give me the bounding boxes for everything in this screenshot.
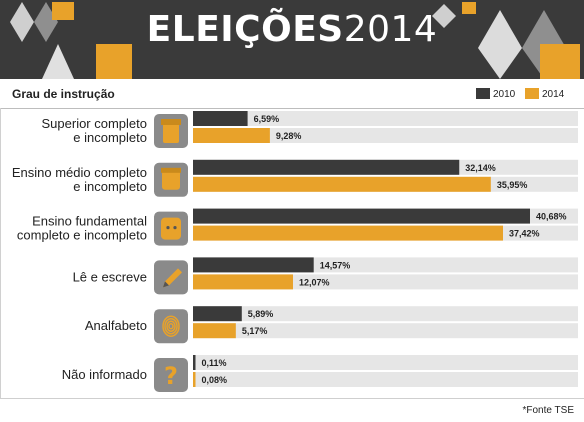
chart-row: Lê e escreve 14,57% 12,07%	[73, 257, 578, 295]
bar-2010	[193, 257, 314, 273]
data-label: 0,11%	[202, 358, 227, 368]
category-label: Ensino fundamental	[32, 214, 147, 229]
bar-2014	[193, 323, 236, 339]
data-label: 37,42%	[509, 229, 540, 239]
bar-2014	[193, 225, 503, 241]
data-label: 35,95%	[497, 180, 528, 190]
child-icon	[154, 211, 188, 246]
bar-2014	[193, 372, 196, 387]
icon-tile	[154, 358, 188, 392]
data-label: 40,68%	[536, 212, 567, 222]
bar-track	[193, 128, 578, 143]
data-label: 9,28%	[276, 131, 302, 141]
legend-item-2010: 2010	[476, 88, 515, 100]
icon-shape	[162, 315, 180, 337]
icon-shape	[161, 217, 181, 240]
category-label: Lê e escreve	[73, 269, 147, 284]
category-label: Analfabeto	[85, 318, 147, 333]
icon-shape	[168, 322, 174, 330]
bar-track	[193, 372, 578, 387]
fingerprint-icon	[154, 309, 188, 344]
bar-2010	[193, 355, 196, 370]
icon-shape	[166, 320, 176, 332]
pencil-icon	[154, 260, 188, 295]
legend-label-2010: 2010	[493, 89, 516, 100]
student-icon	[154, 162, 188, 197]
left-border	[0, 108, 1, 398]
icon-shape	[161, 119, 181, 125]
bar-track	[193, 355, 578, 370]
legend-label-2014: 2014	[542, 89, 565, 100]
data-label: 5,89%	[248, 309, 274, 319]
category-label: e incompleto	[73, 130, 147, 145]
chart-subtitle: Grau de instrução	[12, 87, 115, 101]
bar-2014	[193, 274, 293, 290]
icon-shape	[164, 317, 178, 335]
title-year: 2014	[343, 9, 438, 50]
question-icon: ?	[154, 358, 188, 392]
header-banner: ELEIÇÕES2014	[0, 0, 584, 79]
category-label: Não informado	[62, 367, 147, 382]
bar-2010	[193, 111, 248, 126]
bar-2010	[193, 159, 460, 175]
legend-swatch-2014	[525, 88, 539, 99]
chart-row: Não informado? 0,11% 0,08%	[62, 355, 578, 392]
category-label: Ensino médio completo	[12, 165, 147, 180]
data-label: 6,59%	[254, 114, 280, 124]
data-label: 0,08%	[202, 375, 228, 385]
bar-track	[193, 111, 578, 126]
bar-2014	[193, 128, 270, 143]
bar-2010	[193, 208, 530, 224]
category-label: e incompleto	[73, 179, 147, 194]
title-text: ELEIÇÕES	[146, 9, 344, 50]
icon-shape	[166, 226, 170, 230]
icon-shape: ?	[164, 362, 178, 390]
icon-shape	[163, 268, 182, 288]
bar-track	[193, 323, 578, 339]
page-title: ELEIÇÕES2014	[0, 12, 584, 48]
legend-item-2014: 2014	[525, 88, 564, 100]
icon-shape	[162, 169, 180, 190]
chart-row: Analfabeto 5,89% 5,17%	[85, 306, 578, 344]
bar-2014	[193, 176, 491, 192]
icon-tile	[154, 309, 188, 344]
chart-subheader: Grau de instrução 2010 2014	[0, 79, 584, 109]
bar-track	[193, 306, 578, 322]
source-note: *Fonte TSE	[522, 405, 574, 416]
data-label: 5,17%	[242, 326, 268, 336]
header-decoration-left	[10, 2, 580, 79]
data-label: 14,57%	[320, 260, 351, 270]
category-label: Superior completo	[42, 116, 148, 131]
bar-2010	[193, 306, 242, 322]
graduate-icon	[154, 114, 188, 148]
icon-shape	[173, 226, 177, 230]
category-label: completo e incompleto	[17, 228, 147, 243]
data-label: 12,07%	[299, 277, 330, 287]
footer: *Fonte TSE	[0, 398, 584, 422]
data-label: 32,14%	[465, 163, 496, 173]
legend-swatch-2010	[476, 88, 490, 99]
icon-shape	[163, 281, 169, 288]
icon-shape	[161, 167, 181, 173]
